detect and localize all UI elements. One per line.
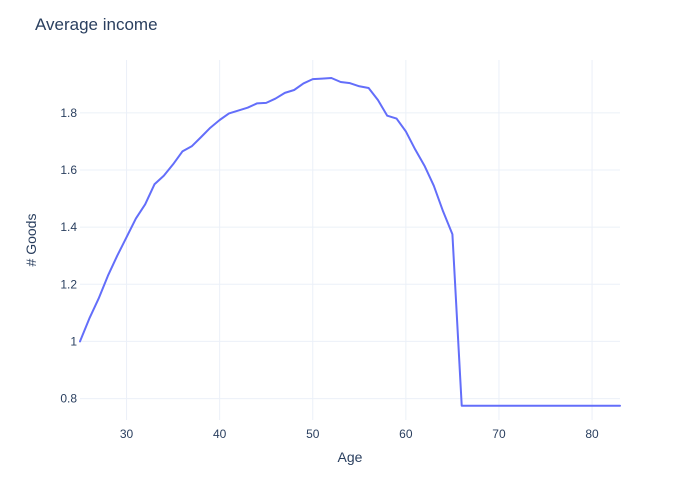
y-tick-label: 1.8 <box>60 106 77 120</box>
series-line <box>79 77 621 407</box>
y-tick-label: 1.4 <box>60 220 77 234</box>
y-axis-title: # Goods <box>23 214 39 267</box>
x-axis-title: Age <box>338 449 363 465</box>
y-tick-label: 0.8 <box>60 392 77 406</box>
x-tick-label: 30 <box>120 427 134 441</box>
y-tick-label: 1.2 <box>60 277 77 291</box>
chart-title: Average income <box>35 15 158 34</box>
plot-area <box>79 77 621 407</box>
x-tick-label: 70 <box>492 427 506 441</box>
y-tick-label: 1 <box>70 334 77 348</box>
tick-labels: 30 40 50 60 70 80 0.8 1 1.2 1.4 1.6 1.8 <box>60 106 599 441</box>
x-tick-label: 80 <box>585 427 599 441</box>
x-tick-label: 60 <box>399 427 413 441</box>
x-tick-label: 50 <box>306 427 320 441</box>
gridlines <box>80 60 620 420</box>
x-tick-label: 40 <box>213 427 227 441</box>
y-tick-label: 1.6 <box>60 163 77 177</box>
